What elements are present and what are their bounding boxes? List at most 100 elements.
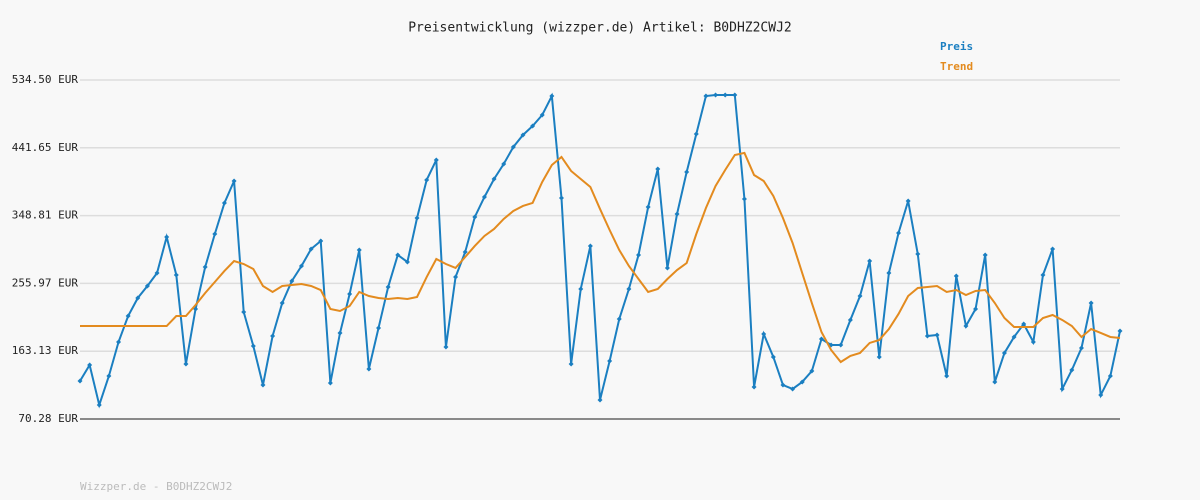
point-marker <box>770 354 776 360</box>
point-marker <box>549 93 555 99</box>
point-marker <box>1001 350 1007 356</box>
point-marker <box>924 333 930 339</box>
point-marker <box>520 132 526 138</box>
point-marker <box>732 92 738 98</box>
point-marker <box>231 178 237 184</box>
point-marker <box>318 238 324 244</box>
point-marker <box>578 286 584 292</box>
point-marker <box>241 309 247 315</box>
point-marker <box>347 291 353 297</box>
point-marker <box>847 317 853 323</box>
point-marker <box>1021 321 1027 327</box>
point-marker <box>626 286 632 292</box>
point-marker <box>963 323 969 329</box>
point-marker <box>96 402 102 408</box>
point-marker <box>221 200 227 206</box>
point-marker <box>799 379 805 385</box>
point-marker <box>366 366 372 372</box>
point-marker <box>905 198 911 204</box>
point-marker <box>135 295 141 301</box>
point-marker <box>1050 246 1056 252</box>
legend-label: Trend <box>940 60 973 73</box>
point-marker <box>780 382 786 388</box>
point-marker <box>741 196 747 202</box>
point-marker <box>1078 345 1084 351</box>
point-marker <box>992 379 998 385</box>
point-marker <box>982 252 988 258</box>
point-marker <box>1011 334 1017 340</box>
point-marker <box>693 131 699 137</box>
point-marker <box>1040 272 1046 278</box>
point-marker <box>404 259 410 265</box>
point-marker <box>1117 328 1123 334</box>
point-marker <box>867 258 873 264</box>
point-marker <box>857 293 863 299</box>
point-marker <box>761 331 767 337</box>
point-marker <box>279 300 285 306</box>
point-marker <box>722 92 728 98</box>
point-marker <box>250 343 256 349</box>
point-marker <box>356 247 362 253</box>
point-marker <box>510 144 516 150</box>
point-marker <box>289 278 295 284</box>
point-marker <box>414 215 420 221</box>
point-marker <box>896 230 902 236</box>
y-tick-label: 534.50 EUR <box>12 73 79 86</box>
point-marker <box>77 378 83 384</box>
point-marker <box>713 92 719 98</box>
point-marker <box>481 194 487 200</box>
point-marker <box>616 316 622 322</box>
legend-label: Preis <box>940 40 973 53</box>
point-marker <box>1069 367 1075 373</box>
point-marker <box>385 284 391 290</box>
point-marker <box>1088 300 1094 306</box>
point-marker <box>154 270 160 276</box>
point-marker <box>327 380 333 386</box>
y-tick-label: 70.28 EUR <box>18 412 78 425</box>
point-marker <box>270 333 276 339</box>
point-marker <box>597 397 603 403</box>
point-marker <box>1098 392 1104 398</box>
point-marker <box>664 265 670 271</box>
point-marker <box>944 373 950 379</box>
point-marker <box>260 382 266 388</box>
y-tick-label: 441.65 EUR <box>12 141 79 154</box>
point-marker <box>953 273 959 279</box>
point-marker <box>818 336 824 342</box>
point-marker <box>645 204 651 210</box>
point-marker <box>443 344 449 350</box>
chart-title: Preisentwicklung (wizzper.de) Artikel: B… <box>408 21 792 36</box>
point-marker <box>87 362 93 368</box>
point-marker <box>1059 386 1065 392</box>
y-tick-label: 348.81 EUR <box>12 209 79 222</box>
point-marker <box>491 176 497 182</box>
footer: Wizzper.de - B0DHZ2CWJ2 <box>80 480 232 493</box>
point-marker <box>568 361 574 367</box>
point-marker <box>558 195 564 201</box>
y-tick-label: 255.97 EUR <box>12 276 79 289</box>
point-marker <box>1030 339 1036 345</box>
point-marker <box>703 93 709 99</box>
point-marker <box>116 339 122 345</box>
point-marker <box>376 325 382 331</box>
point-marker <box>395 252 401 258</box>
point-marker <box>934 332 940 338</box>
point-marker <box>809 368 815 374</box>
point-marker <box>607 358 613 364</box>
point-marker <box>539 112 545 118</box>
point-marker <box>530 123 536 129</box>
point-marker <box>886 270 892 276</box>
point-marker <box>202 264 208 270</box>
point-marker <box>433 157 439 163</box>
point-marker <box>183 361 189 367</box>
point-marker <box>876 354 882 360</box>
point-marker <box>212 231 218 237</box>
point-marker <box>298 263 304 269</box>
point-marker <box>684 169 690 175</box>
point-marker <box>790 386 796 392</box>
point-marker <box>424 177 430 183</box>
point-marker <box>308 246 314 252</box>
point-marker <box>462 249 468 255</box>
